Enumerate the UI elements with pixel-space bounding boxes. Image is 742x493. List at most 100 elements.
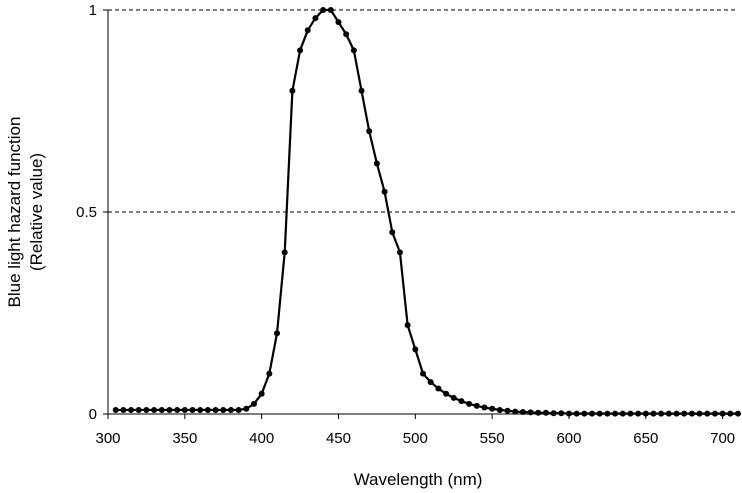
data-point — [281, 249, 288, 256]
data-point — [550, 410, 557, 417]
data-point — [366, 128, 373, 135]
gridlines — [108, 9, 738, 213]
y-tick-label: 0 — [89, 406, 97, 423]
data-point — [519, 408, 526, 415]
data-point — [389, 229, 396, 236]
data-point — [373, 160, 380, 167]
data-point — [358, 87, 365, 94]
data-point — [312, 15, 319, 22]
data-point — [673, 410, 680, 417]
data-point — [589, 410, 596, 417]
data-point — [565, 410, 572, 417]
data-point — [335, 19, 342, 26]
data-point — [650, 410, 657, 417]
x-tick-label: 300 — [95, 430, 120, 447]
y-axis-title-line1: Blue light hazard function — [5, 117, 24, 308]
data-point — [289, 87, 296, 94]
data-point — [151, 406, 158, 413]
data-point — [320, 7, 327, 13]
data-point — [466, 400, 473, 407]
data-point — [612, 410, 619, 417]
data-point — [204, 406, 211, 413]
data-point — [688, 410, 695, 417]
data-point — [596, 410, 603, 417]
x-tick-label: 350 — [172, 430, 197, 447]
series-line — [115, 8, 738, 415]
data-point — [350, 47, 357, 54]
data-point — [258, 390, 265, 397]
x-tick-label: 600 — [556, 430, 581, 447]
data-point — [396, 249, 403, 256]
data-point — [420, 370, 426, 377]
data-point — [120, 406, 127, 413]
series-layer — [112, 7, 741, 417]
data-point — [304, 27, 311, 34]
data-point — [235, 406, 242, 413]
data-point — [250, 400, 257, 407]
data-point — [327, 7, 334, 13]
data-point — [696, 410, 703, 417]
data-point — [274, 330, 281, 337]
y-tick-label: 1 — [89, 2, 97, 19]
data-point — [266, 370, 273, 377]
x-tick-label: 450 — [326, 430, 351, 447]
x-tick-label: 500 — [403, 430, 428, 447]
data-point — [642, 410, 649, 417]
data-point — [450, 394, 457, 401]
data-point — [381, 188, 388, 195]
data-point — [627, 410, 634, 417]
data-point — [128, 406, 135, 413]
data-point — [558, 410, 565, 417]
y-axis-title-line2: (Relative value) — [27, 153, 46, 271]
data-point — [535, 409, 542, 416]
data-point — [504, 407, 511, 414]
data-point — [496, 406, 503, 413]
data-point — [711, 410, 718, 417]
data-point — [512, 408, 519, 415]
data-point — [404, 322, 411, 329]
tick-labels: 0 0.5 1 300 350 400 450 500 550 600 650 700 — [76, 2, 735, 447]
data-point — [343, 31, 350, 38]
data-point — [581, 410, 588, 417]
data-point — [443, 390, 450, 397]
data-point — [220, 406, 227, 413]
data-point — [527, 409, 534, 416]
x-tick-label: 400 — [249, 430, 274, 447]
data-point — [135, 406, 142, 413]
data-point — [412, 346, 419, 353]
x-tick-label: 700 — [710, 430, 735, 447]
data-point — [143, 406, 150, 413]
y-tick-label: 0.5 — [76, 204, 97, 221]
data-point — [635, 410, 642, 417]
data-point — [435, 385, 442, 392]
data-point — [481, 404, 488, 411]
data-point — [658, 410, 665, 417]
x-tick-label: 550 — [480, 430, 505, 447]
data-point — [243, 405, 250, 412]
data-point — [227, 406, 234, 413]
x-axis-title: Wavelength (nm) — [354, 470, 483, 489]
data-point — [735, 410, 741, 417]
data-point — [212, 406, 219, 413]
data-point — [189, 406, 196, 413]
data-point — [573, 410, 580, 417]
data-point — [166, 406, 173, 413]
data-point — [719, 410, 726, 417]
data-point — [158, 406, 165, 413]
data-point — [604, 410, 611, 417]
data-point — [427, 379, 434, 386]
x-tick-label: 650 — [633, 430, 658, 447]
data-point — [174, 406, 181, 413]
data-point — [542, 409, 549, 416]
data-point — [458, 398, 465, 405]
data-point — [727, 410, 734, 417]
data-point — [112, 406, 119, 413]
data-point — [704, 410, 711, 417]
data-point — [665, 410, 672, 417]
data-point — [181, 406, 188, 413]
data-point — [473, 402, 480, 409]
data-point — [681, 410, 688, 417]
data-point — [197, 406, 204, 413]
